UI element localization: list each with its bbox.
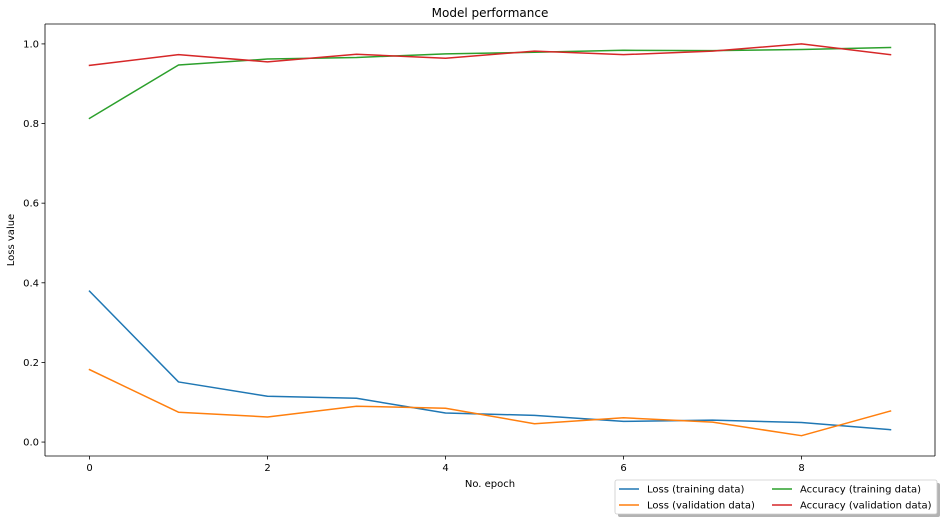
x-axis-title: No. epoch	[465, 479, 515, 490]
x-tick-label: 6	[620, 463, 626, 474]
y-tick-label: 0.6	[23, 199, 39, 210]
series-line-3	[88, 43, 892, 67]
legend-box	[614, 479, 938, 515]
legend-label-1: Loss (validation data)	[647, 501, 755, 512]
x-tick-label: 8	[798, 463, 804, 474]
series-line-1	[88, 368, 892, 437]
legend-label-3: Accuracy (validation data)	[800, 501, 932, 512]
y-tick-label: 0.8	[23, 119, 39, 130]
x-tick-label: 0	[86, 463, 92, 474]
y-tick-label: 1.0	[23, 39, 39, 50]
x-tick-label: 2	[264, 463, 270, 474]
legend-label-0: Loss (training data)	[647, 485, 744, 496]
y-axis-title: Loss value	[6, 214, 17, 266]
chart-title: Model performance	[432, 6, 549, 20]
y-tick-label: 0.0	[23, 438, 39, 449]
series-line-0	[88, 290, 892, 431]
y-tick-label: 0.2	[23, 358, 39, 369]
x-tick-label: 4	[442, 463, 448, 474]
y-tick-label: 0.4	[23, 278, 39, 289]
legend-label-2: Accuracy (training data)	[800, 485, 921, 496]
series-line-2	[88, 46, 892, 120]
